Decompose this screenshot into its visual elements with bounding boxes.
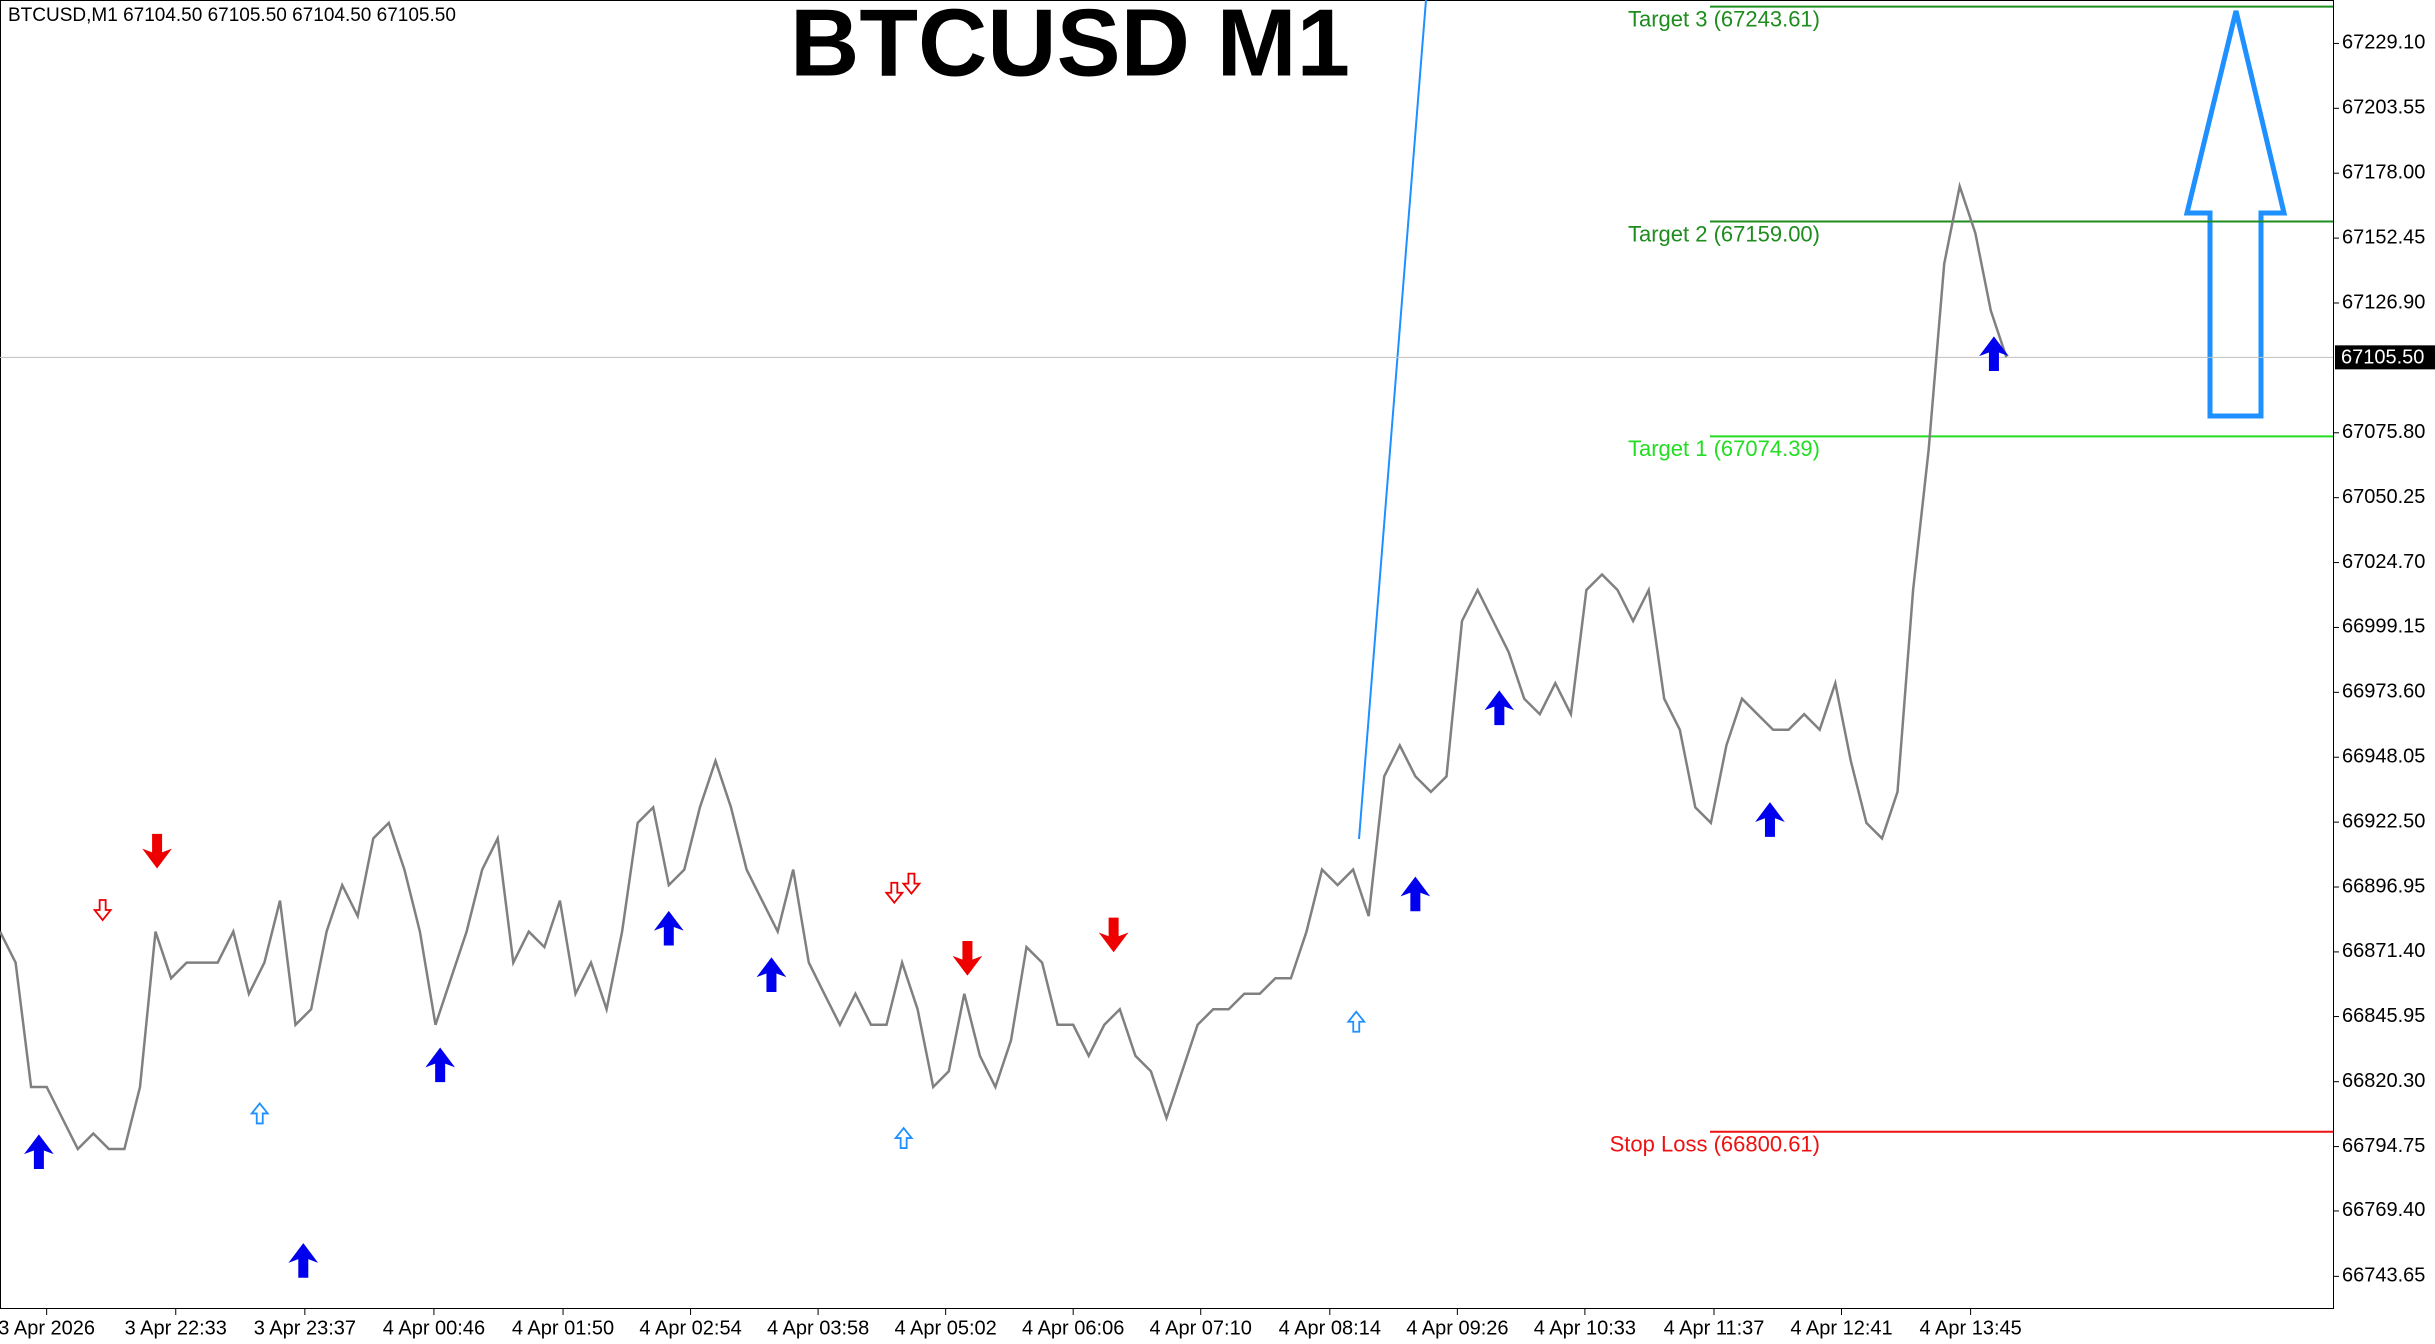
current-price-tag: [2335, 345, 2435, 370]
y-tick-label: 67203.55: [2342, 97, 2425, 119]
y-tick-label: 67152.45: [2342, 226, 2425, 248]
signal-arrow: [893, 1126, 914, 1149]
y-tick-label: 67075.80: [2342, 421, 2425, 443]
signal-arrow: [425, 1047, 456, 1083]
signal-arrow: [901, 872, 922, 896]
y-tick-label: 66820.30: [2342, 1070, 2425, 1092]
x-tick-label: 4 Apr 08:14: [1279, 1317, 1381, 1339]
x-tick-label: 4 Apr 12:41: [1790, 1317, 1892, 1339]
signal-arrow: [884, 881, 905, 905]
y-tick-label: 66896.95: [2342, 875, 2425, 897]
y-tick-label: 66948.05: [2342, 746, 2425, 768]
y-tick-label: 66999.15: [2342, 616, 2425, 638]
y-tick-label: 66871.40: [2342, 940, 2425, 962]
y-tick-label: 67024.70: [2342, 551, 2425, 573]
x-tick-label: 4 Apr 06:06: [1022, 1317, 1124, 1339]
plot-frame: [0, 0, 2334, 1309]
x-tick-label: 4 Apr 02:54: [639, 1317, 741, 1339]
x-tick-label: 4 Apr 11:37: [1664, 1317, 1765, 1339]
x-tick-label: 4 Apr 00:46: [383, 1317, 485, 1339]
signal-arrow: [249, 1101, 270, 1125]
x-tick-label: 3 Apr 2026: [0, 1317, 95, 1339]
signal-arrow: [756, 957, 787, 993]
direction-arrow: [2183, 10, 2288, 419]
x-tick-label: 3 Apr 23:37: [254, 1317, 356, 1339]
level-label: Target 2 (67159.00): [1628, 221, 1820, 246]
y-tick-label: 66769.40: [2342, 1199, 2425, 1221]
signal-arrow: [952, 941, 983, 976]
signal-arrow: [24, 1134, 54, 1170]
x-tick-label: 4 Apr 09:26: [1406, 1317, 1508, 1339]
y-tick-label: 67229.10: [2342, 32, 2425, 54]
signal-arrow: [1346, 1010, 1367, 1033]
signal-arrow: [1098, 917, 1129, 953]
trend-line: [1358, 0, 1427, 840]
y-tick-label: 67050.25: [2342, 486, 2425, 508]
signal-arrow: [1484, 690, 1515, 726]
y-tick-label: 66973.60: [2342, 681, 2425, 703]
y-tick-label: 67126.90: [2342, 291, 2425, 313]
x-tick-label: 4 Apr 10:33: [1534, 1317, 1636, 1339]
signal-arrow: [142, 833, 172, 869]
x-tick-label: 4 Apr 13:45: [1919, 1317, 2021, 1339]
y-tick-label: 67178.00: [2342, 161, 2425, 183]
y-tick-label: 66743.65: [2342, 1265, 2425, 1287]
x-tick-label: 4 Apr 05:02: [894, 1317, 996, 1339]
y-tick-label: 66922.50: [2342, 810, 2425, 832]
current-price-label: 67105.50: [2341, 347, 2424, 369]
signal-arrow: [92, 899, 113, 922]
signal-arrow: [1400, 876, 1431, 912]
price-line: [0, 181, 2008, 1152]
y-tick-label: 66794.75: [2342, 1135, 2425, 1157]
x-tick-label: 3 Apr 22:33: [125, 1317, 227, 1339]
level-label: Target 3 (67243.61): [1628, 6, 1820, 31]
signal-arrow: [288, 1243, 319, 1278]
y-tick-label: 66845.95: [2342, 1005, 2425, 1027]
signal-arrow: [1755, 802, 1785, 837]
level-label: Target 1 (67074.39): [1628, 436, 1820, 461]
x-tick-label: 4 Apr 07:10: [1150, 1317, 1252, 1339]
symbol-info: BTCUSD,M1 67104.50 67105.50 67104.50 671…: [8, 5, 456, 26]
x-tick-label: 4 Apr 03:58: [767, 1317, 869, 1339]
signal-arrow: [653, 910, 684, 946]
x-tick-label: 4 Apr 01:50: [512, 1317, 614, 1339]
chart-title: BTCUSD M1: [790, 0, 1350, 96]
level-label: Stop Loss (66800.61): [1610, 1132, 1820, 1157]
signal-arrow: [1979, 336, 2009, 372]
